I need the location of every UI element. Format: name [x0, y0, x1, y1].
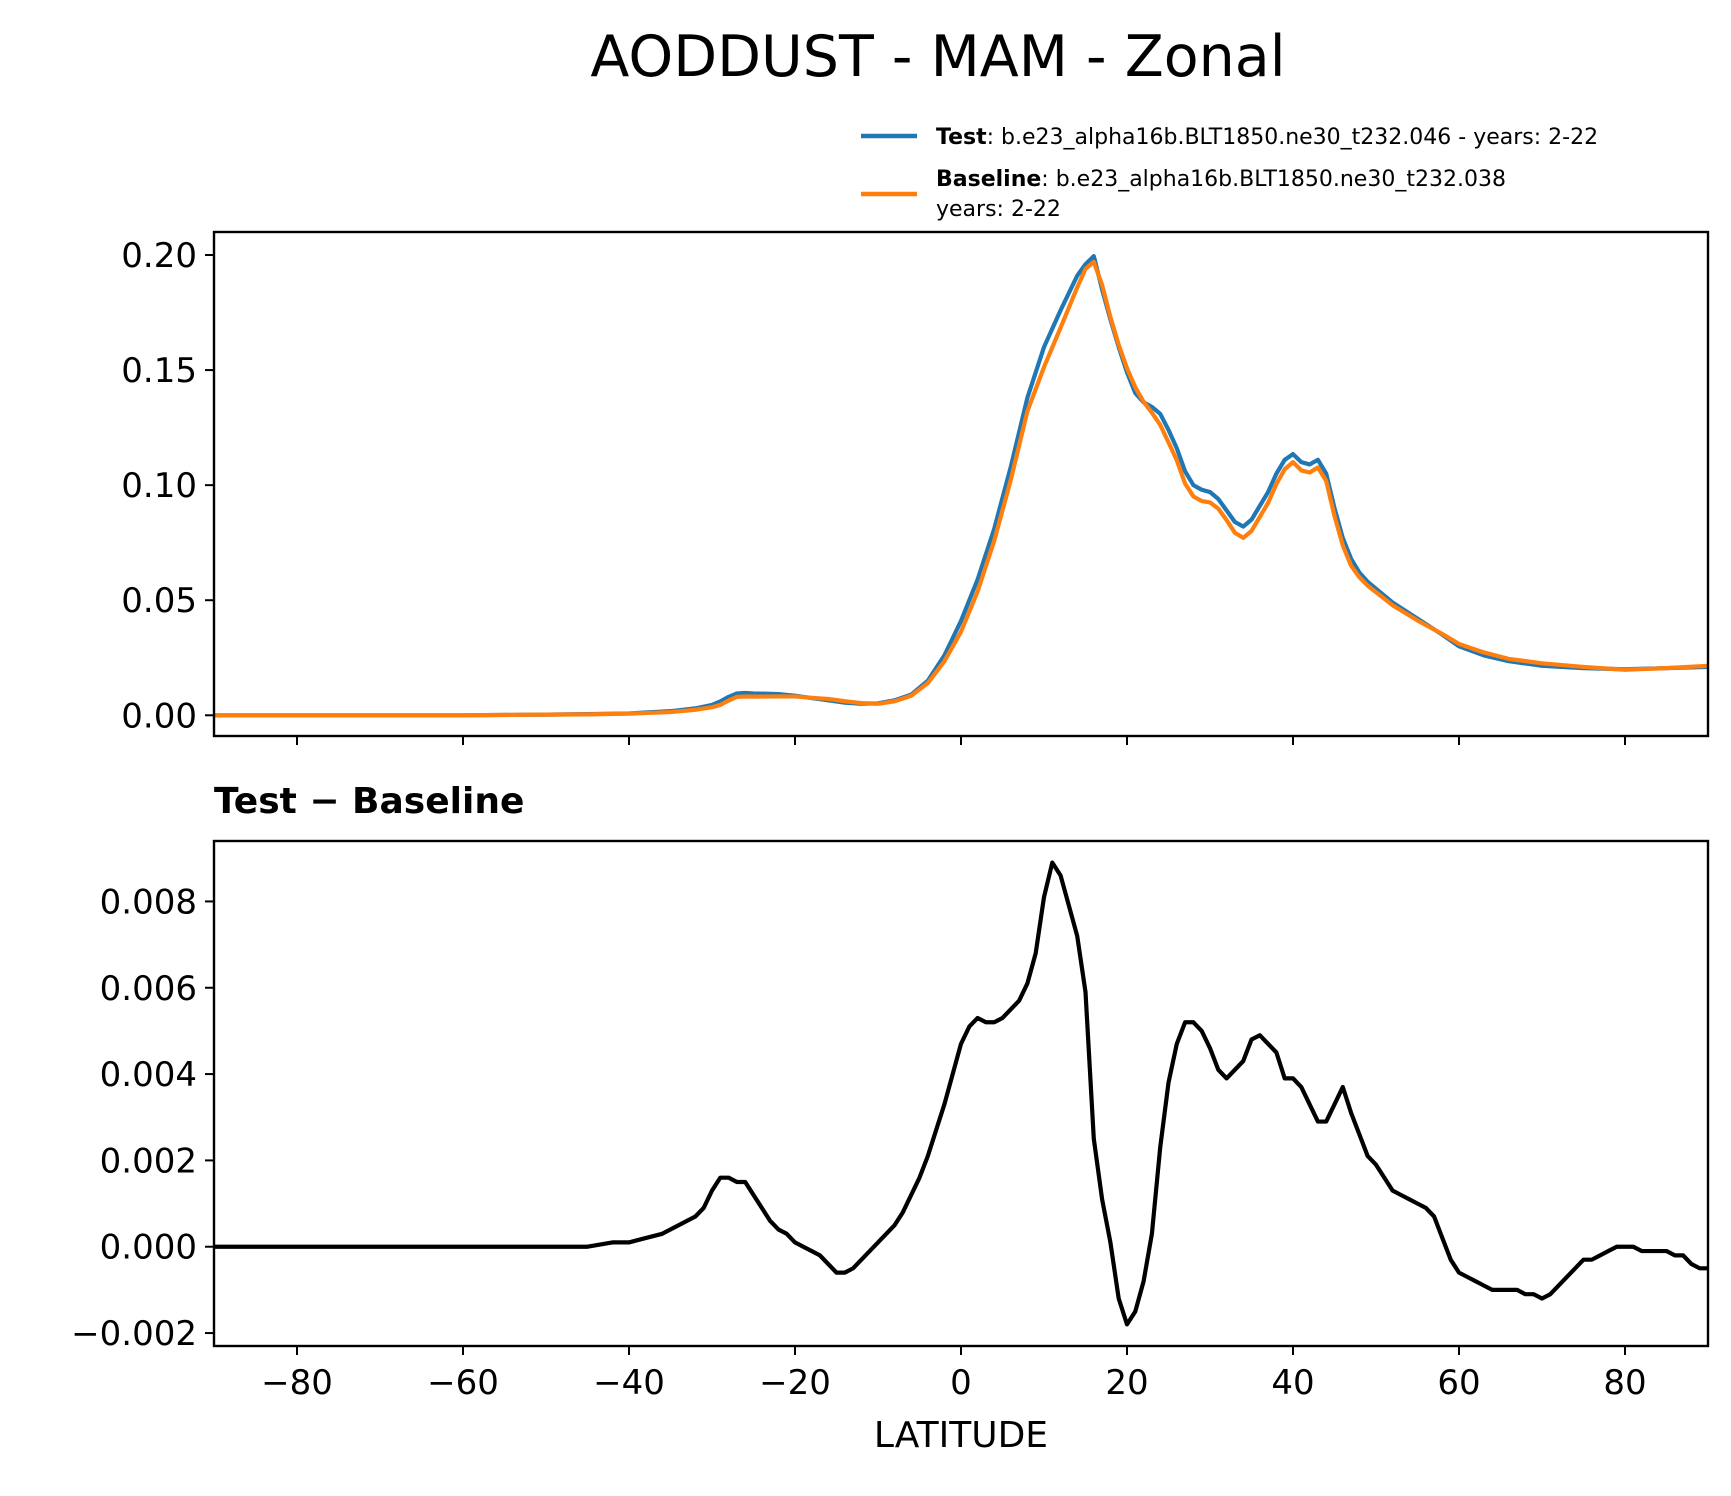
- bottom-series-line-test-baseline: [214, 860, 1708, 1327]
- bottom-x-tick-label: −40: [593, 1363, 665, 1403]
- legend-text2-baseline: years: 2-22: [936, 197, 1061, 222]
- bottom-x-tick-label: 20: [1105, 1363, 1148, 1403]
- bottom-y-tick-label: 0.008: [100, 882, 197, 922]
- legend: Test: b.e23_alpha16b.BLT1850.ne30_t232.0…: [861, 125, 1598, 222]
- bottom-x-tick-label: 0: [950, 1363, 972, 1403]
- bottom-x-tick-label: 60: [1437, 1363, 1480, 1403]
- bottom-x-tick-label: −80: [261, 1363, 333, 1403]
- difference-panel: −0.002 0.000 0.002 0.004 0.006 0.008 −80 −60 −4…: [71, 839, 1710, 1403]
- top-y-tick-label: 0.15: [121, 351, 197, 391]
- legend-name-baseline: Baseline: [936, 167, 1041, 192]
- top-series-line-baseline: [214, 259, 1709, 718]
- bottom-x-tick-label: 40: [1271, 1363, 1314, 1403]
- bottom-x-tick-label: −20: [759, 1363, 831, 1403]
- x-axis-label: LATITUDE: [874, 1415, 1048, 1456]
- top-y-tick-label: 0.10: [121, 466, 197, 506]
- top-y-tick-label: 0.00: [121, 696, 197, 736]
- top-y-tick-label: 0.20: [121, 236, 197, 276]
- top-series-group: [214, 254, 1709, 718]
- bottom-y-tick-label: 0.006: [100, 969, 197, 1009]
- legend-entry-test: Test: b.e23_alpha16b.BLT1850.ne30_t232.0…: [936, 125, 1598, 150]
- bottom-x-tick-label: 80: [1603, 1363, 1646, 1403]
- bottom-y-axis: −0.002 0.000 0.002 0.004 0.006 0.008: [71, 882, 214, 1354]
- bottom-series-group: [214, 860, 1708, 1327]
- bottom-x-axis: −80 −60 −40 −20 0 20 40 60 80: [261, 1346, 1647, 1403]
- zonal-mean-panel: 0.00 0.05 0.10 0.15 0.20: [121, 230, 1710, 745]
- bottom-y-tick-label: −0.002: [71, 1314, 197, 1354]
- top-series-line-test: [214, 254, 1709, 718]
- top-x-axis: [296, 736, 1626, 745]
- legend-text-baseline: b.e23_alpha16b.BLT1850.ne30_t232.038: [1056, 167, 1506, 192]
- legend-sep-baseline: :: [1041, 167, 1055, 192]
- legend-sep-test: :: [987, 125, 1001, 150]
- bottom-x-tick-label: −60: [427, 1363, 499, 1403]
- legend-entry-baseline: Baseline: b.e23_alpha16b.BLT1850.ne30_t2…: [936, 167, 1506, 192]
- difference-panel-title: Test − Baseline: [214, 781, 524, 822]
- bottom-y-tick-label: 0.004: [100, 1055, 197, 1095]
- top-y-tick-label: 0.05: [121, 581, 197, 621]
- bottom-y-tick-label: 0.002: [100, 1141, 197, 1181]
- top-y-axis: 0.00 0.05 0.10 0.15 0.20: [121, 236, 214, 736]
- bottom-y-tick-label: 0.000: [100, 1228, 197, 1268]
- legend-name-test: Test: [936, 125, 987, 150]
- legend-text-test: b.e23_alpha16b.BLT1850.ne30_t232.046 - y…: [1001, 125, 1598, 150]
- figure-title: AODDUST - MAM - Zonal: [590, 24, 1285, 90]
